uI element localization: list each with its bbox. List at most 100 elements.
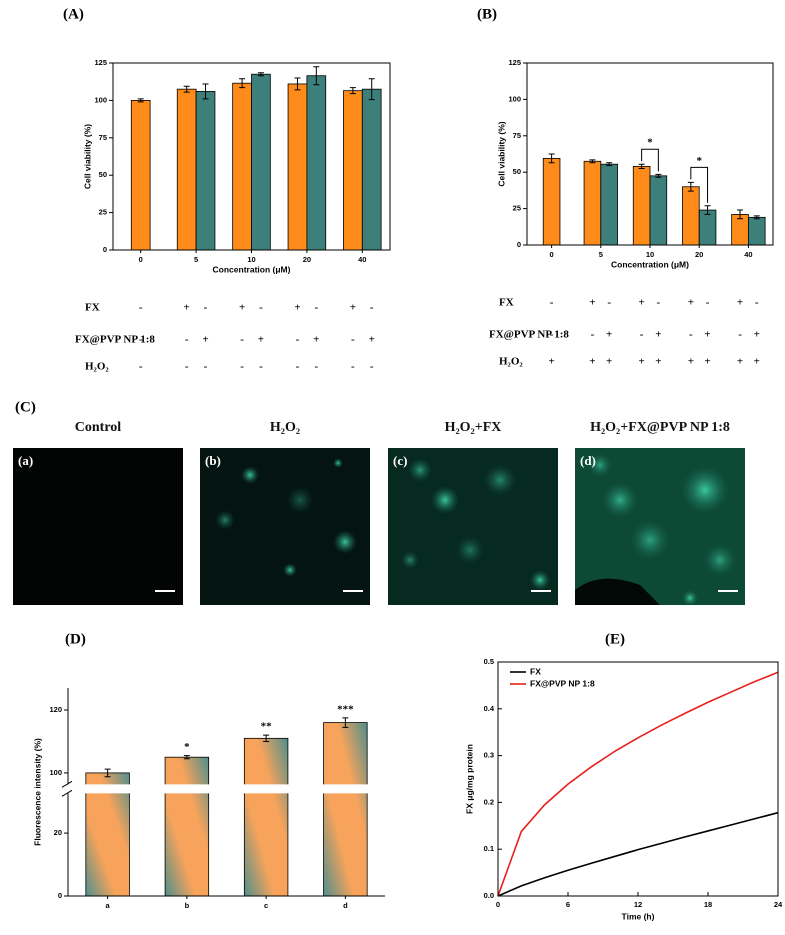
image-label: (b) (205, 453, 221, 468)
bar (649, 175, 668, 246)
treatment-sign: + (737, 356, 743, 368)
plot-frame (497, 661, 779, 897)
treatment-sign: + (737, 297, 743, 309)
x-tick-label: 40 (744, 250, 752, 259)
error-bar (638, 163, 645, 170)
treatment-sign: + (688, 356, 694, 368)
y-tick-label: 0 (58, 891, 62, 900)
treatment-sign: - (296, 361, 300, 373)
bar (130, 100, 151, 251)
treatment-sign: - (204, 361, 208, 373)
image-label: (c) (393, 453, 407, 468)
treatment-label: H₂O₂ (499, 356, 523, 368)
error-bar (342, 717, 349, 728)
treatment-label: H₂O₂ (85, 361, 109, 373)
micrograph-a (13, 448, 183, 605)
plot-frame (112, 62, 391, 251)
treatment-sign: - (755, 297, 759, 309)
treatment-sign: + (184, 302, 190, 314)
error-bar (137, 98, 144, 103)
y-tick-label: 125 (94, 58, 107, 67)
treatment-sign: - (240, 334, 244, 346)
bar (698, 209, 717, 246)
x-tick-label: 12 (634, 900, 642, 909)
y-tick-label: 0 (517, 240, 521, 249)
micrograph-d (575, 448, 745, 606)
significance-bracket (641, 148, 659, 172)
treatment-sign: + (369, 334, 375, 346)
bar (748, 216, 766, 246)
y-tick-label: 25 (513, 204, 521, 213)
y-tick-label: 25 (99, 208, 107, 217)
y-tick-label: 120 (49, 705, 62, 714)
treatment-sign: + (589, 356, 595, 368)
treatment-sign: - (607, 297, 611, 309)
x-tick-label: 0 (550, 250, 554, 259)
treatment-sign: + (754, 356, 760, 368)
x-tick-label: c (264, 901, 268, 910)
treatment-sign: - (738, 329, 742, 341)
micrograph-b (200, 448, 370, 605)
treatment-sign: - (351, 361, 355, 373)
error-bar (183, 85, 190, 93)
y-tick-label: 100 (94, 95, 107, 104)
error-bar (368, 78, 375, 101)
line (497, 671, 779, 897)
error-bar (183, 755, 190, 760)
treatment-sign: + (258, 334, 264, 346)
error-bar (655, 173, 662, 178)
treatment-sign: + (606, 329, 612, 341)
treatment-sign: - (370, 302, 374, 314)
bar (164, 756, 210, 897)
y-tick-label: 0.3 (484, 751, 494, 760)
y-tick-label: 75 (99, 133, 107, 142)
panel-label: (B) (477, 6, 497, 22)
x-tick-label: b (185, 901, 190, 910)
image-title: H₂O₂+FX@PVP NP 1:8 (590, 420, 730, 435)
micrograph-c (388, 448, 558, 605)
treatment-sign: - (351, 334, 355, 346)
treatment-sign: + (754, 329, 760, 341)
x-tick-label: 0 (496, 900, 500, 909)
significance-label: * (647, 137, 653, 149)
y-axis-label: Fluorescence intensity (%) (32, 738, 42, 846)
error-bar (349, 87, 356, 95)
treatment-sign: - (259, 361, 263, 373)
treatment-sign: - (689, 329, 693, 341)
treatment-label: FX (85, 302, 100, 314)
treatment-label: FX@PVP NP 1:8 (489, 329, 569, 341)
error-bar (257, 72, 264, 77)
bar (542, 157, 561, 246)
treatment-sign: + (313, 334, 319, 346)
annotation: *** (337, 703, 354, 715)
treatment-sign: + (589, 297, 595, 309)
legend-label: FX (530, 666, 541, 676)
treatment-sign: - (139, 334, 143, 346)
line (497, 811, 779, 897)
x-tick-label: 5 (194, 255, 198, 264)
x-tick-label: 5 (599, 250, 603, 259)
y-tick-label: 0 (103, 245, 107, 254)
treatment-sign: - (204, 302, 208, 314)
annotation: * (184, 741, 190, 753)
y-tick-label: 0.0 (484, 891, 494, 900)
y-tick-label: 50 (99, 170, 107, 179)
bar (85, 772, 130, 897)
y-tick-label: 0.2 (484, 797, 494, 806)
y-axis-label: FX μg/mg protein (464, 744, 474, 814)
error-bar (202, 83, 209, 100)
image-label: (d) (580, 453, 596, 468)
treatment-sign: + (655, 356, 661, 368)
y-tick-label: 0.1 (484, 844, 494, 853)
significance-bracket (690, 166, 709, 203)
treatment-sign: + (294, 302, 300, 314)
x-tick-label: a (106, 901, 111, 910)
treatment-sign: - (314, 302, 318, 314)
treatment-sign: + (704, 356, 710, 368)
bar (323, 722, 368, 897)
error-bar (589, 159, 596, 164)
bar (343, 90, 363, 251)
treatment-sign: - (296, 334, 300, 346)
treatment-sign: + (350, 302, 356, 314)
bar (306, 75, 327, 251)
